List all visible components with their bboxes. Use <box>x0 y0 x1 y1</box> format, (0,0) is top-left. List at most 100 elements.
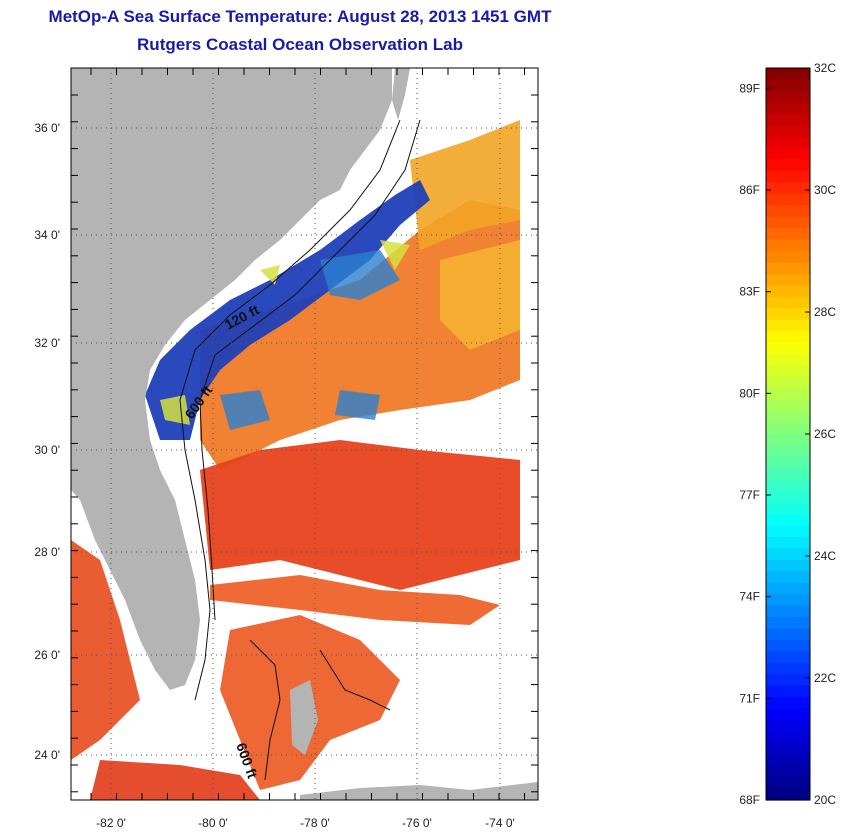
colorbar-band <box>766 788 810 801</box>
colorbar-band <box>766 719 810 732</box>
colorbar-band <box>766 479 810 492</box>
colorbar-band <box>766 79 810 92</box>
colorbar-band <box>766 742 810 755</box>
colorbar-band <box>766 342 810 355</box>
colorbar-band <box>766 468 810 481</box>
latitude-label: 24 0' <box>34 748 60 762</box>
colorbar-celsius-label: 28C <box>814 305 836 319</box>
latitude-labels: 36 0' 34 0' 32 0' 30 0' 28 0' 26 0' 24 0' <box>34 121 60 762</box>
colorbar-band <box>766 434 810 447</box>
sst-mid-region-e <box>440 240 520 350</box>
latitude-label: 36 0' <box>34 121 60 135</box>
longitude-label: -82 0' <box>96 816 126 830</box>
sst-hot-band-south <box>210 575 500 625</box>
colorbar-band <box>766 239 810 252</box>
land-andros <box>290 680 318 755</box>
sst-yellow-patches <box>160 240 410 425</box>
colorbar-band <box>766 422 810 435</box>
colorbar-band <box>766 628 810 641</box>
colorbar-band <box>766 125 810 138</box>
colorbar-band <box>766 148 810 161</box>
colorbar-band <box>766 365 810 378</box>
colorbar-band <box>766 765 810 778</box>
colorbar-celsius-labels: 32C 30C 28C 26C 24C 22C 20C <box>805 61 836 807</box>
colorbar-band <box>766 536 810 549</box>
colorbar-fahrenheit-label: 77F <box>739 488 760 502</box>
colorbar-band <box>766 205 810 218</box>
colorbar-band <box>766 594 810 607</box>
colorbar-band <box>766 639 810 652</box>
colorbar-fahrenheit-label: 80F <box>739 386 760 400</box>
longitude-labels: -82 0' -80 0' -78 0' -76 0' -74 0' <box>96 816 515 830</box>
colorbar-band <box>766 159 810 172</box>
colorbar-band <box>766 216 810 229</box>
colorbar-band <box>766 136 810 149</box>
land-cuba <box>300 782 538 800</box>
colorbar-band <box>766 697 810 710</box>
colorbar-band <box>766 708 810 721</box>
longitude-label: -80 0' <box>198 816 228 830</box>
map-image <box>71 68 538 800</box>
colorbar-band <box>766 285 810 298</box>
colorbar-band <box>766 308 810 321</box>
colorbar-fahrenheit-label: 83F <box>739 285 760 299</box>
colorbar-celsius-label: 32C <box>814 61 836 75</box>
colorbar-celsius-label: 30C <box>814 183 836 197</box>
colorbar-band <box>766 605 810 618</box>
colorbar-gradient <box>766 68 810 801</box>
longitude-label: -74 0' <box>485 816 515 830</box>
colorbar-band <box>766 502 810 515</box>
colorbar-band <box>766 674 810 687</box>
colorbar-band <box>766 182 810 195</box>
colorbar-band <box>766 251 810 264</box>
map-frame <box>70 67 539 801</box>
latitude-label: 34 0' <box>34 228 60 242</box>
colorbar-band <box>766 571 810 584</box>
colorbar-band <box>766 617 810 630</box>
colorbar-band <box>766 411 810 424</box>
colorbar-fahrenheit-label: 89F <box>739 81 760 95</box>
colorbar-band <box>766 662 810 675</box>
colorbar-band <box>766 228 810 241</box>
colorbar-band <box>766 731 810 744</box>
colorbar-celsius-label: 24C <box>814 549 836 563</box>
colorbar-band <box>766 376 810 389</box>
graticule <box>71 68 538 800</box>
land-mainland <box>71 68 392 690</box>
colorbar-band <box>766 754 810 767</box>
colorbar-fahrenheit-label: 74F <box>739 590 760 604</box>
colorbar-band <box>766 319 810 332</box>
colorbar-band <box>766 331 810 344</box>
colorbar-band <box>766 353 810 366</box>
colorbar-band <box>766 685 810 698</box>
colorbar-band <box>766 296 810 309</box>
colorbar-celsius-label: 26C <box>814 427 836 441</box>
colorbar-fahrenheit-labels: 89F 86F 83F 80F 77F 74F 71F 68F <box>739 81 771 807</box>
colorbar-band <box>766 777 810 790</box>
colorbar-band <box>766 651 810 664</box>
colorbar-band <box>766 102 810 115</box>
map-subtitle: Rutgers Coastal Ocean Observation Lab <box>137 35 463 54</box>
bathymetry-contours <box>179 119 421 781</box>
longitude-label: -76 0' <box>402 816 432 830</box>
colorbar-fahrenheit-label: 71F <box>739 691 760 705</box>
colorbar-band <box>766 582 810 595</box>
sst-south-strait <box>90 760 260 800</box>
colorbar-band <box>766 514 810 527</box>
colorbar-celsius-label: 20C <box>814 793 836 807</box>
latitude-label: 26 0' <box>34 648 60 662</box>
sst-cool-patches <box>220 250 400 430</box>
latitude-label: 32 0' <box>34 336 60 350</box>
longitude-label: -78 0' <box>300 816 330 830</box>
sst-cool-shelf <box>145 180 430 440</box>
colorbar-band <box>766 113 810 126</box>
colorbar-band <box>766 559 810 572</box>
map-title: MetOp-A Sea Surface Temperature: August … <box>48 7 552 26</box>
colorbar-band <box>766 548 810 561</box>
colorbar-band <box>766 445 810 458</box>
sst-mid-region-ne <box>410 120 520 250</box>
latitude-label: 30 0' <box>34 443 60 457</box>
colorbar-band <box>766 456 810 469</box>
